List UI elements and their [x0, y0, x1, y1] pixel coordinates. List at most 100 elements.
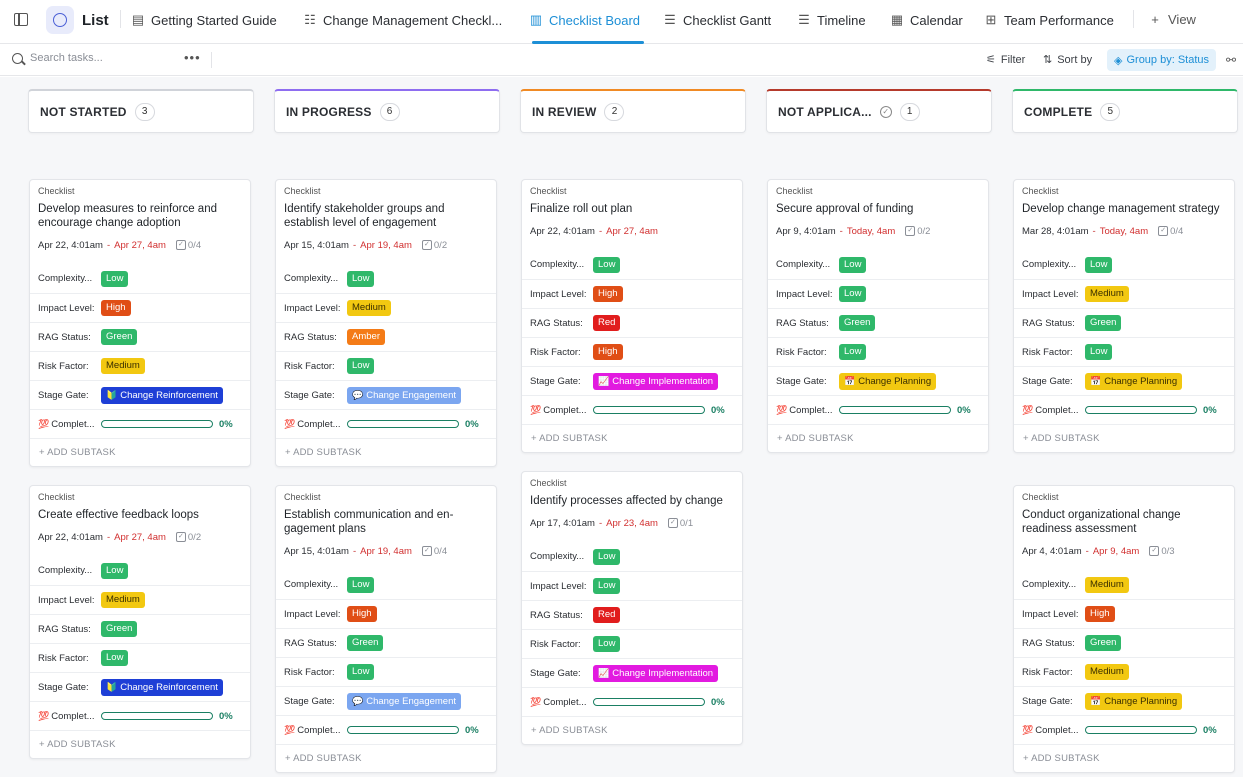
rag-status-pill[interactable]: Red — [593, 315, 621, 331]
card-dates[interactable]: Apr 15, 4:01am - Apr 19, 4am ✓ 0/2 — [284, 238, 488, 252]
add-subtask-button[interactable]: + ADD SUBTASK — [768, 424, 988, 452]
rag-status-pill[interactable]: Green — [101, 621, 138, 637]
more-options-icon[interactable]: ••• — [184, 50, 201, 65]
filter-button[interactable]: ⚟ Filter — [986, 53, 1026, 67]
add-subtask-button[interactable]: + ADD SUBTASK — [1014, 744, 1234, 772]
card-title[interactable]: Finalize roll out plan — [530, 203, 633, 215]
task-card[interactable]: Checklist Identify processes affected by … — [521, 471, 743, 745]
subtask-count[interactable]: ✓ 0/2 — [905, 226, 930, 237]
complexity-pill[interactable]: Low — [593, 548, 621, 565]
card-dates[interactable]: Apr 22, 4:01am - Apr 27, 4am ✓ 0/4 — [38, 238, 242, 252]
task-card[interactable]: Checklist Develop change management strat… — [1013, 179, 1235, 453]
task-card[interactable]: Checklist Identify stakeholder groups and… — [275, 179, 497, 467]
card-dates[interactable]: Apr 4, 4:01am - Apr 9, 4am ✓ 0/3 — [1022, 544, 1226, 558]
subtask-count[interactable]: ✓ 0/1 — [667, 518, 693, 529]
add-subtask-button[interactable]: + ADD SUBTASK — [30, 730, 250, 758]
rag-status-pill[interactable]: Green — [1085, 635, 1122, 651]
card-title[interactable]: Create effective feedback loops — [38, 509, 199, 521]
complexity-pill[interactable]: Low — [1085, 256, 1113, 273]
subtask-count[interactable]: ✓ 0/2 — [175, 532, 201, 543]
sidebar-toggle-icon[interactable] — [14, 13, 28, 26]
subtask-count[interactable]: ✓ 0/2 — [421, 240, 447, 251]
impact-level-pill[interactable]: Low — [839, 286, 867, 302]
complexity-pill[interactable]: Low — [347, 576, 375, 593]
card-dates[interactable]: Mar 28, 4:01am - Today, 4am ✓ 0/4 — [1022, 224, 1226, 238]
subtask-count[interactable]: ✓ 0/4 — [421, 546, 447, 557]
risk-factor-pill[interactable]: Low — [347, 664, 375, 680]
rag-status-pill[interactable]: Red — [593, 607, 621, 623]
add-subtask-button[interactable]: + ADD SUBTASK — [522, 716, 742, 744]
subtask-count[interactable]: ✓ 0/3 — [1149, 546, 1175, 557]
risk-factor-pill[interactable]: Low — [347, 358, 375, 374]
card-dates[interactable]: Apr 9, 4:01am - Today, 4am ✓ 0/2 — [776, 224, 980, 238]
rag-status-pill[interactable]: Green — [101, 329, 138, 345]
card-dates[interactable]: Apr 15, 4:01am - Apr 19, 4am ✓ 0/4 — [284, 544, 488, 558]
stage-gate-pill[interactable]: 📈 Change Implementation — [593, 372, 719, 390]
stage-gate-pill[interactable]: 📅 Change Planning — [1085, 692, 1183, 710]
impact-level-pill[interactable]: High — [347, 606, 377, 622]
complexity-pill[interactable]: Medium — [1085, 576, 1129, 593]
task-card[interactable]: Checklist Establish communication and en-… — [275, 485, 497, 773]
risk-factor-pill[interactable]: Medium — [101, 358, 145, 374]
column-header[interactable]: NOT STARTED 3 — [28, 89, 254, 133]
impact-level-pill[interactable]: Medium — [101, 592, 145, 608]
stage-gate-pill[interactable]: 📅 Change Planning — [1085, 372, 1183, 390]
task-card[interactable]: Checklist Create effective feedback loops… — [29, 485, 251, 759]
impact-level-pill[interactable]: Low — [593, 578, 621, 594]
tab-checklist-gantt[interactable]: ☰ Checklist Gantt — [664, 12, 772, 28]
add-subtask-button[interactable]: + ADD SUBTASK — [276, 744, 496, 772]
card-title[interactable]: Develop measures to reinforce and encour… — [38, 203, 217, 229]
complexity-pill[interactable]: Low — [593, 256, 621, 273]
task-card[interactable]: Checklist Secure approval of funding Apr 9… — [767, 179, 989, 453]
stage-gate-pill[interactable]: 📈 Change Implementation — [593, 664, 719, 682]
risk-factor-pill[interactable]: Low — [1085, 344, 1113, 360]
add-subtask-button[interactable]: + ADD SUBTASK — [30, 438, 250, 466]
add-subtask-button[interactable]: + ADD SUBTASK — [522, 424, 742, 452]
rag-status-pill[interactable]: Green — [347, 635, 384, 651]
risk-factor-pill[interactable]: Low — [839, 344, 867, 360]
risk-factor-pill[interactable]: Low — [593, 636, 621, 652]
list-title[interactable]: List — [82, 12, 109, 29]
tab-checklist-board[interactable]: ▥ Checklist Board — [529, 12, 641, 28]
column-header[interactable]: COMPLETE 5 — [1012, 89, 1238, 133]
stage-gate-pill[interactable]: 🔰 Change Reinforcement — [101, 678, 223, 696]
risk-factor-pill[interactable]: High — [593, 344, 623, 360]
risk-factor-pill[interactable]: Low — [101, 650, 129, 666]
add-view-button[interactable]: + View — [1148, 12, 1196, 27]
stage-gate-pill[interactable]: 🔰 Change Reinforcement — [101, 386, 223, 404]
tab-getting-started[interactable]: ▤ Getting Started Guide — [131, 12, 277, 28]
automation-icon[interactable]: ⚯ — [1226, 53, 1237, 67]
stage-gate-pill[interactable]: 💬 Change Engagement — [347, 386, 462, 404]
complexity-pill[interactable]: Low — [101, 562, 129, 579]
card-title[interactable]: Establish communication and en-gagement … — [284, 509, 454, 535]
card-title[interactable]: Secure approval of funding — [776, 203, 914, 215]
card-title[interactable]: Conduct organizational change readiness … — [1022, 509, 1181, 535]
rag-status-pill[interactable]: Green — [839, 315, 876, 331]
group-by-button[interactable]: ◈ Group by: Status — [1107, 49, 1217, 71]
impact-level-pill[interactable]: Medium — [347, 300, 391, 316]
add-subtask-button[interactable]: + ADD SUBTASK — [1014, 424, 1234, 452]
impact-level-pill[interactable]: Medium — [1085, 286, 1129, 302]
subtask-count[interactable]: ✓ 0/4 — [1158, 226, 1183, 237]
sort-button[interactable]: ⇅ Sort by — [1043, 53, 1093, 67]
card-dates[interactable]: Apr 22, 4:01am - Apr 27, 4am ✓ 0/2 — [38, 530, 242, 544]
card-dates[interactable]: Apr 22, 4:01am - Apr 27, 4am — [530, 224, 734, 238]
rag-status-pill[interactable]: Amber — [347, 329, 385, 345]
complexity-pill[interactable]: Low — [839, 256, 867, 273]
add-subtask-button[interactable]: + ADD SUBTASK — [276, 438, 496, 466]
task-card[interactable]: Checklist Conduct organizational change r… — [1013, 485, 1235, 773]
impact-level-pill[interactable]: High — [1085, 606, 1115, 622]
task-card[interactable]: Checklist Develop measures to reinforce a… — [29, 179, 251, 467]
card-dates[interactable]: Apr 17, 4:01am - Apr 23, 4am ✓ 0/1 — [530, 516, 734, 530]
card-title[interactable]: Identify stakeholder groups and establis… — [284, 203, 445, 229]
impact-level-pill[interactable]: High — [593, 286, 623, 302]
rag-status-pill[interactable]: Green — [1085, 315, 1122, 331]
complexity-pill[interactable]: Low — [101, 270, 129, 287]
complexity-pill[interactable]: Low — [347, 270, 375, 287]
column-header[interactable]: IN PROGRESS 6 — [274, 89, 500, 133]
card-title[interactable]: Develop change management strategy — [1022, 203, 1220, 215]
search-input[interactable] — [30, 52, 170, 64]
list-icon[interactable] — [46, 6, 74, 34]
column-header[interactable]: NOT APPLICA... ✓ 1 — [766, 89, 992, 133]
risk-factor-pill[interactable]: Medium — [1085, 664, 1129, 680]
